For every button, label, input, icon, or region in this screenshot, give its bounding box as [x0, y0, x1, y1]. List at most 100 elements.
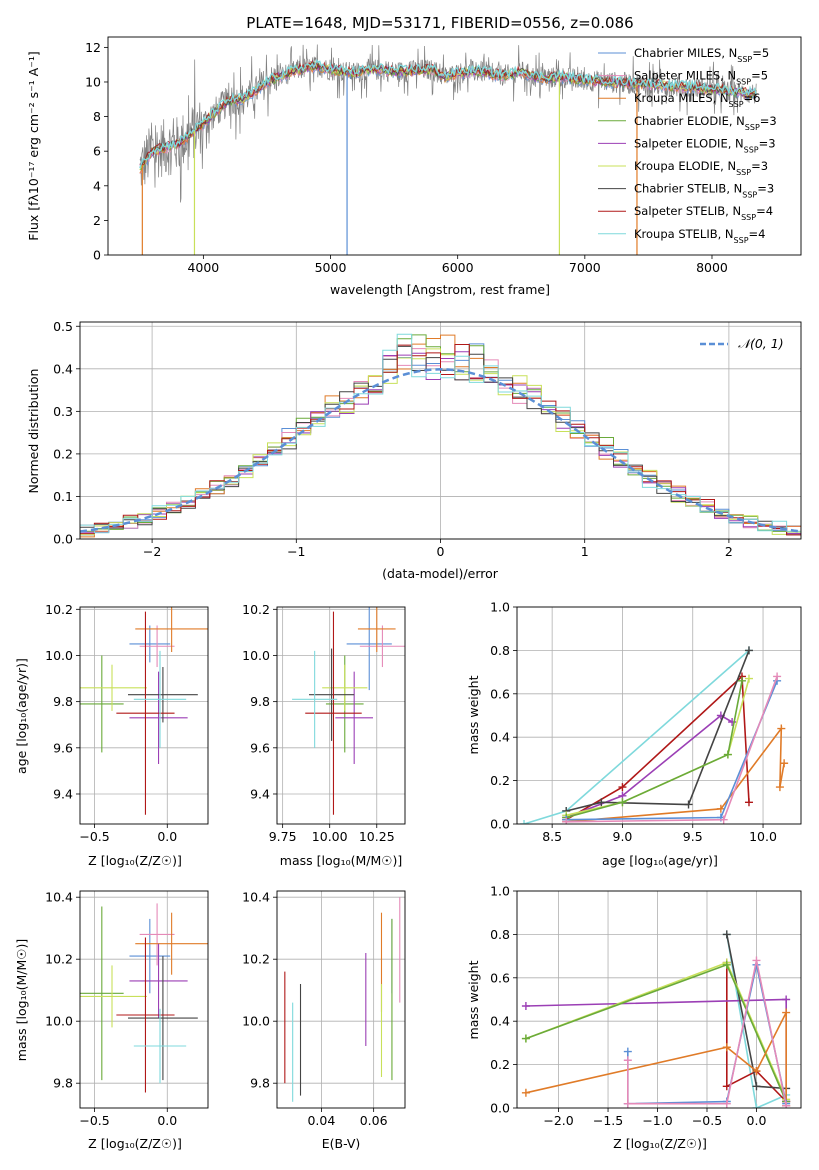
mass_z-xtick-label: −0.5 [79, 1113, 109, 1128]
residual-histogram [80, 333, 801, 534]
age_mass-xtick-label: 9.75 [269, 829, 297, 844]
mw_z-series-marker [722, 1043, 731, 1052]
legend-entry: Kroupa ELODIE, NSSP=3 [634, 159, 768, 177]
mw_age-xtick-label: 9.5 [683, 829, 703, 844]
mw_z-series-line [525, 1012, 787, 1106]
residuals-frame [79, 321, 802, 540]
legend-entry: Chabrier MILES, NSSP=5 [634, 46, 769, 64]
mw_z-series-marker [521, 1034, 530, 1043]
residuals-ylabel: Normed distribution [26, 369, 41, 494]
spectrum-ytick-label: 2 [93, 213, 101, 228]
mw_z-xtick-label: −0.5 [692, 1113, 722, 1128]
mw_z-ytick-label: 0.6 [490, 970, 510, 985]
mass-vs-ebv-panel: 0.04 0.06 9.8 10.0 10.2 10.4 [242, 890, 406, 1128]
age_z-xtick-label: 0.0 [157, 829, 177, 844]
age_z-ytick-label: 9.8 [53, 694, 73, 709]
mw_z-series-marker [752, 1082, 761, 1091]
mw_z-series-marker [782, 1008, 791, 1017]
mass_z-xtick-label: 0.0 [157, 1113, 177, 1128]
mw_z-xtick-label: −1.5 [593, 1113, 623, 1128]
mass-z-xlabel: Z [log₁₀(Z/Z☉)] [88, 1136, 182, 1151]
residuals-ytick-label: 0.2 [53, 446, 73, 461]
mw-age-xlabel: age [log₁₀(age/yr)] [602, 853, 718, 868]
mw_age-series-line [565, 680, 743, 819]
mw_age-series-marker [723, 750, 732, 759]
mw_z-xtick-label: −2.0 [543, 1113, 573, 1128]
mw_z-series-marker [722, 930, 731, 939]
spectrum-ytick-label: 4 [93, 178, 101, 193]
mass_ebv-ytick-label: 10.0 [242, 1014, 270, 1029]
mass_z-grid [80, 891, 208, 1108]
spectrum-ytick-label: 10 [85, 74, 101, 89]
mass_ebv-frame [276, 890, 406, 1109]
spectrum-xtick-label: 7000 [569, 260, 601, 275]
mw_z-ytick-label: 0.8 [490, 927, 510, 942]
spectrum-xtick-label: 8000 [696, 260, 728, 275]
mw_age-plot-area [520, 646, 789, 824]
spectrum-xtick-label: 6000 [442, 260, 474, 275]
mw_z-ytick-label: 0.4 [490, 1014, 510, 1029]
mass_z-frame [79, 890, 209, 1109]
mw_age-series-marker [744, 674, 753, 683]
mw_age-series-marker [775, 783, 784, 792]
mw_age-series-marker [618, 783, 627, 792]
age_z-ytick-label: 9.6 [53, 740, 73, 755]
mw_age-grid [517, 606, 801, 825]
mw_age-xtick-label: 8.5 [542, 829, 562, 844]
age_z-frame [79, 606, 209, 825]
mw_age-series-marker [562, 817, 571, 824]
mw_age-series-marker [744, 646, 753, 655]
age-vs-metallicity-panel: −0.5 0.0 9.4 9.6 9.8 10.0 10.2 [45, 602, 209, 844]
mw_age-series-line [566, 650, 750, 812]
mw_z-series-marker [782, 995, 791, 1004]
legend-entry: Chabrier STELIB, NSSP=3 [634, 182, 774, 200]
mass_z-ytick-label: 10.4 [45, 890, 73, 905]
mass-weight-vs-metallicity-panel: −2.0 −1.5 −1.0 −0.5 0.0 0.0 0.2 0.4 0.6 0.8 1.0 [490, 884, 802, 1128]
mass_ebv-ytick-label: 10.4 [242, 890, 270, 905]
mw-z-ylabel: mass weight [466, 960, 481, 1039]
mw_age-series-marker [597, 798, 606, 807]
legend-entry: Kroupa MILES, NSSP=6 [634, 91, 760, 109]
mw_z-ytick-label: 0.0 [490, 1101, 510, 1116]
mw_z-series-marker [623, 1047, 632, 1056]
residuals-xtick-label: 2 [725, 544, 733, 559]
mw_age-ytick-label: 0.0 [490, 817, 510, 832]
age_mass-grid [277, 607, 405, 824]
mw-z-xlabel: Z [log₁₀(Z/Z☉)] [613, 1136, 707, 1151]
residuals-xtick-label: 1 [581, 544, 589, 559]
age_z-plot-area [80, 607, 208, 815]
age_z-ytick-label: 10.0 [45, 648, 73, 663]
mw_z-series-marker [752, 1104, 761, 1108]
mass_z-ytick-label: 9.8 [53, 1076, 73, 1091]
mass_z-ytick-label: 10.0 [45, 1014, 73, 1029]
gaussian-curve [80, 368, 801, 533]
legend-entry: Salpeter STELIB, NSSP=4 [634, 204, 773, 222]
mw_z-series-line [726, 934, 787, 1108]
mw_z-series-marker [521, 1088, 530, 1097]
mw_z-series-marker [722, 1099, 731, 1108]
mass_z-ytick-label: 10.2 [45, 952, 73, 967]
residuals-ytick-label: 0.5 [53, 319, 73, 334]
mw_age-series-marker [684, 800, 693, 809]
mass_ebv-plot-area [284, 897, 401, 1102]
mass-weight-vs-age-panel: 8.5 9.0 9.5 10.0 0.0 0.2 0.4 0.6 0.8 1.0 [490, 600, 802, 844]
residuals-plot-area [80, 333, 801, 538]
mw_z-series-line [726, 962, 787, 1103]
mw_age-series-marker [777, 724, 786, 733]
age_mass-ytick-label: 10.2 [242, 602, 270, 617]
age_z-ytick-label: 10.2 [45, 602, 73, 617]
residuals-ytick-label: 0.4 [53, 361, 73, 376]
mass_z-plot-area [80, 903, 208, 1093]
legend-entry: Chabrier ELODIE, NSSP=3 [634, 114, 777, 132]
mass-ebv-xlabel: E(B-V) [322, 1136, 361, 1151]
mw_age-series-marker [520, 820, 529, 824]
legend-entry: Kroupa STELIB, NSSP=4 [634, 227, 765, 245]
age-vs-mass-panel: 9.75 10.00 10.25 9.4 9.6 9.8 10.0 10.2 [242, 602, 406, 844]
age_mass-ytick-label: 9.4 [250, 786, 270, 801]
mw_age-xtick-label: 9.0 [613, 829, 633, 844]
spectrum-model-line [139, 59, 757, 169]
mw_z-plot-area [521, 930, 791, 1108]
mass_ebv-xtick-label: 0.06 [360, 1113, 388, 1128]
mw_z-series-marker [752, 956, 761, 965]
legend-entry: Salpeter MILES, NSSP=5 [634, 69, 768, 87]
